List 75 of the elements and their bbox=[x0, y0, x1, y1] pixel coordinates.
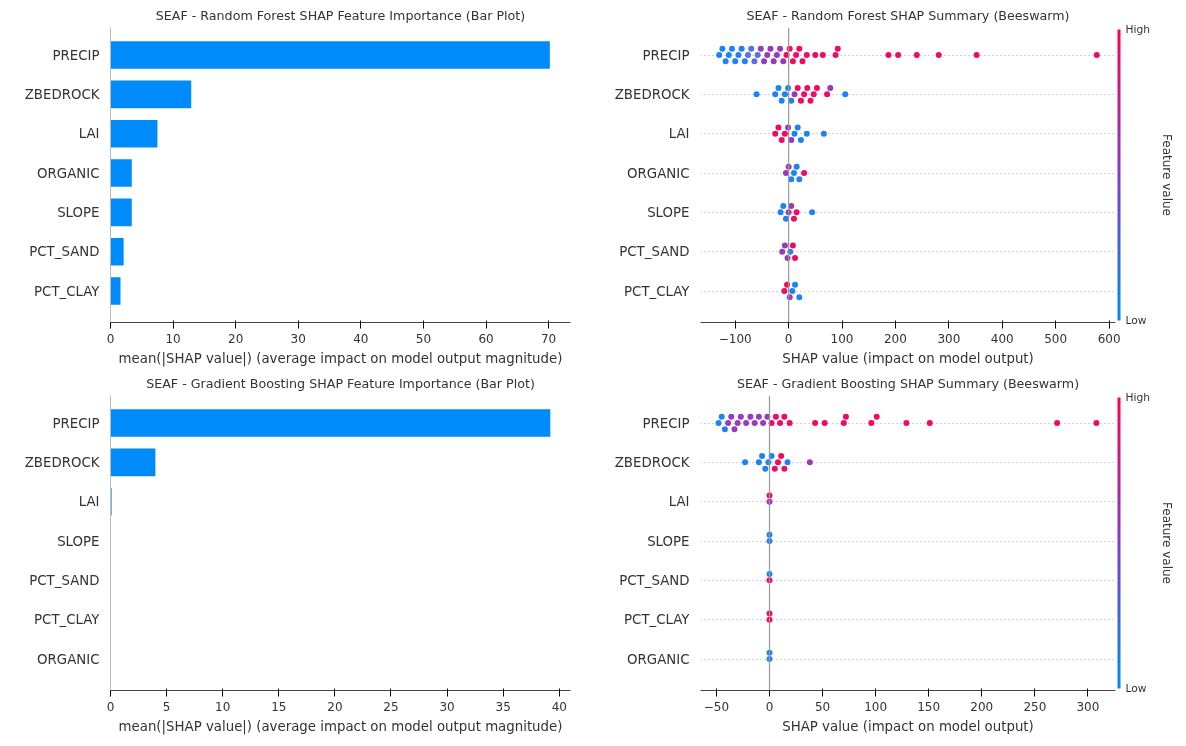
x-tick-label: 150 bbox=[917, 699, 941, 714]
y-tick-label: ZBEDROCK bbox=[24, 86, 101, 102]
x-tick-label: 600 bbox=[1097, 331, 1121, 346]
x-tick-label: 0 bbox=[106, 331, 115, 346]
text: High bbox=[1125, 23, 1150, 36]
chart-title: SEAF - Gradient Boosting SHAP Summary (Beeswarm) bbox=[736, 375, 1080, 391]
y-tick-label: LAI bbox=[668, 126, 690, 142]
x-tick-label: 100 bbox=[864, 699, 888, 714]
color-bar-title: Feature value bbox=[1159, 502, 1174, 584]
x-tick-label: 50 bbox=[415, 331, 432, 346]
x-axis-title: mean(|SHAP value|) (average impact on model output magnitude) bbox=[118, 350, 563, 367]
x-tick-label: 300 bbox=[1076, 699, 1100, 714]
text: Low bbox=[1125, 314, 1147, 327]
x-tick-label: 250 bbox=[1023, 699, 1047, 714]
x-axis-title: SHAP value (impact on model output) bbox=[782, 350, 1034, 366]
x-tick-label: 100 bbox=[830, 331, 854, 346]
y-tick-label: SLOPE bbox=[647, 533, 690, 549]
y-tick-label: PRECIP bbox=[52, 415, 100, 431]
x-tick-label: 0 bbox=[765, 699, 774, 714]
x-tick-label: 20 bbox=[327, 699, 343, 714]
x-axis-title: mean(|SHAP value|) (average impact on model output magnitude) bbox=[118, 718, 563, 735]
y-tick-label: PRECIP bbox=[642, 415, 690, 431]
y-tick-label: PRECIP bbox=[642, 47, 690, 63]
y-tick-label: LAI bbox=[668, 494, 690, 510]
y-tick-label: PCT_CLAY bbox=[624, 283, 691, 299]
x-tick-label: 35 bbox=[495, 699, 511, 714]
x-tick-label: 5 bbox=[162, 699, 171, 714]
y-tick-label: PCT_SAND bbox=[619, 244, 690, 260]
x-tick-label: 50 bbox=[814, 699, 831, 714]
y-tick-label: ZBEDROCK bbox=[614, 86, 691, 102]
y-tick-label: PCT_SAND bbox=[619, 572, 690, 588]
x-tick-label: −100 bbox=[718, 331, 752, 346]
y-tick-label: PRECIP bbox=[52, 47, 100, 63]
x-tick-label: 70 bbox=[540, 331, 557, 346]
y-tick-label: PCT_CLAY bbox=[34, 283, 101, 299]
y-tick-label: ORGANIC bbox=[37, 651, 100, 667]
x-tick-label: 10 bbox=[165, 331, 181, 346]
y-tick-label: PCT_SAND bbox=[29, 244, 100, 260]
x-tick-label: 300 bbox=[937, 331, 961, 346]
x-tick-label: 30 bbox=[290, 331, 306, 346]
chart-title: SEAF - Random Forest SHAP Feature Importance (Bar Plot) bbox=[155, 7, 526, 23]
x-axis-title: SHAP value (impact on model output) bbox=[782, 718, 1034, 734]
color-bar-title: Feature value bbox=[1159, 134, 1174, 216]
x-tick-label: 40 bbox=[551, 699, 567, 714]
y-tick-label: PCT_CLAY bbox=[34, 612, 101, 628]
x-tick-label: 20 bbox=[228, 331, 244, 346]
y-tick-label: SLOPE bbox=[57, 533, 100, 549]
y-tick-label: ZBEDROCK bbox=[614, 454, 691, 470]
chart-title: SEAF - Random Forest SHAP Summary (Beeswarm) bbox=[746, 7, 1070, 23]
y-tick-label: PCT_CLAY bbox=[624, 612, 691, 628]
x-tick-label: 200 bbox=[884, 331, 907, 346]
y-tick-label: ORGANIC bbox=[37, 165, 100, 181]
x-tick-label: 0 bbox=[106, 699, 115, 714]
text: High bbox=[1125, 391, 1150, 404]
y-tick-label: LAI bbox=[78, 494, 100, 510]
x-tick-label: 15 bbox=[271, 699, 287, 714]
y-tick-label: SLOPE bbox=[57, 204, 100, 220]
x-tick-label: 40 bbox=[353, 331, 369, 346]
x-tick-label: −50 bbox=[703, 699, 730, 714]
y-tick-label: ORGANIC bbox=[627, 165, 690, 181]
x-tick-label: 10 bbox=[215, 699, 231, 714]
text: Low bbox=[1125, 682, 1147, 695]
x-tick-label: 30 bbox=[439, 699, 455, 714]
y-tick-label: ORGANIC bbox=[627, 651, 690, 667]
y-tick-label: LAI bbox=[78, 126, 100, 142]
y-tick-label: PCT_SAND bbox=[29, 572, 100, 588]
x-tick-label: 60 bbox=[478, 331, 494, 346]
x-tick-label: 500 bbox=[1044, 331, 1068, 346]
x-tick-label: 400 bbox=[990, 331, 1014, 346]
y-tick-label: ZBEDROCK bbox=[24, 454, 101, 470]
chart-title: SEAF - Gradient Boosting SHAP Feature Importance (Bar Plot) bbox=[146, 375, 535, 391]
y-tick-label: SLOPE bbox=[647, 204, 690, 220]
x-tick-label: 25 bbox=[383, 699, 399, 714]
x-tick-label: 0 bbox=[784, 331, 793, 346]
x-tick-label: 200 bbox=[970, 699, 994, 714]
